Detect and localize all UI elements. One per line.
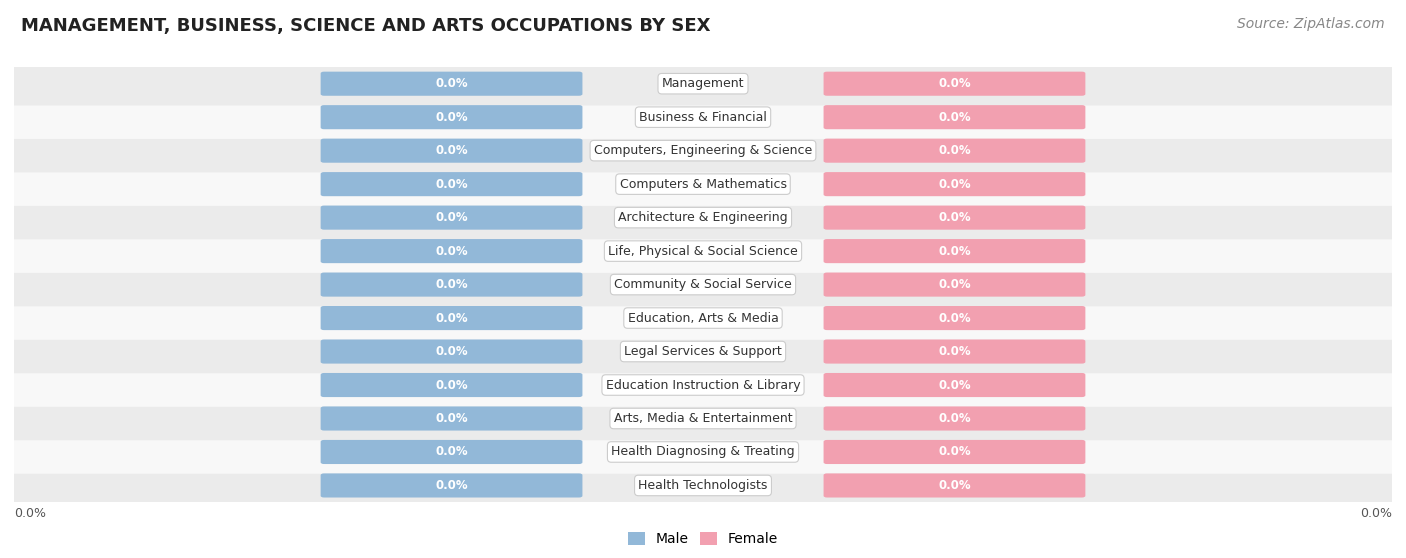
Text: Education Instruction & Library: Education Instruction & Library bbox=[606, 378, 800, 392]
FancyBboxPatch shape bbox=[321, 239, 582, 263]
Text: Computers & Mathematics: Computers & Mathematics bbox=[620, 177, 786, 191]
Text: 0.0%: 0.0% bbox=[436, 378, 468, 392]
FancyBboxPatch shape bbox=[4, 397, 1402, 440]
Text: Education, Arts & Media: Education, Arts & Media bbox=[627, 311, 779, 325]
Text: Life, Physical & Social Science: Life, Physical & Social Science bbox=[609, 244, 797, 258]
FancyBboxPatch shape bbox=[824, 272, 1085, 297]
FancyBboxPatch shape bbox=[321, 306, 582, 330]
Text: Computers, Engineering & Science: Computers, Engineering & Science bbox=[593, 144, 813, 157]
FancyBboxPatch shape bbox=[4, 430, 1402, 474]
Text: 0.0%: 0.0% bbox=[938, 445, 970, 459]
Text: 0.0%: 0.0% bbox=[938, 311, 970, 325]
Text: Health Technologists: Health Technologists bbox=[638, 479, 768, 492]
Text: 0.0%: 0.0% bbox=[436, 278, 468, 291]
FancyBboxPatch shape bbox=[824, 440, 1085, 464]
Text: 0.0%: 0.0% bbox=[938, 110, 970, 124]
FancyBboxPatch shape bbox=[824, 205, 1085, 230]
Text: 0.0%: 0.0% bbox=[436, 311, 468, 325]
Legend: Male, Female: Male, Female bbox=[623, 527, 783, 552]
Text: 0.0%: 0.0% bbox=[436, 77, 468, 90]
Text: 0.0%: 0.0% bbox=[1360, 507, 1392, 520]
FancyBboxPatch shape bbox=[824, 339, 1085, 364]
Text: 0.0%: 0.0% bbox=[938, 345, 970, 358]
FancyBboxPatch shape bbox=[824, 172, 1085, 196]
Text: Health Diagnosing & Treating: Health Diagnosing & Treating bbox=[612, 445, 794, 459]
Text: Source: ZipAtlas.com: Source: ZipAtlas.com bbox=[1237, 17, 1385, 31]
FancyBboxPatch shape bbox=[321, 339, 582, 364]
Text: 0.0%: 0.0% bbox=[436, 244, 468, 258]
Text: Community & Social Service: Community & Social Service bbox=[614, 278, 792, 291]
FancyBboxPatch shape bbox=[4, 95, 1402, 139]
Text: Arts, Media & Entertainment: Arts, Media & Entertainment bbox=[613, 412, 793, 425]
Text: 0.0%: 0.0% bbox=[938, 77, 970, 90]
FancyBboxPatch shape bbox=[824, 239, 1085, 263]
FancyBboxPatch shape bbox=[321, 473, 582, 498]
Text: 0.0%: 0.0% bbox=[436, 211, 468, 224]
FancyBboxPatch shape bbox=[4, 129, 1402, 172]
Text: 0.0%: 0.0% bbox=[938, 412, 970, 425]
FancyBboxPatch shape bbox=[824, 306, 1085, 330]
FancyBboxPatch shape bbox=[824, 138, 1085, 163]
Text: 0.0%: 0.0% bbox=[436, 412, 468, 425]
FancyBboxPatch shape bbox=[4, 196, 1402, 239]
Text: 0.0%: 0.0% bbox=[14, 507, 46, 520]
FancyBboxPatch shape bbox=[824, 71, 1085, 96]
FancyBboxPatch shape bbox=[321, 105, 582, 129]
Text: Architecture & Engineering: Architecture & Engineering bbox=[619, 211, 787, 224]
FancyBboxPatch shape bbox=[4, 296, 1402, 340]
Text: 0.0%: 0.0% bbox=[938, 479, 970, 492]
FancyBboxPatch shape bbox=[4, 363, 1402, 407]
Text: 0.0%: 0.0% bbox=[938, 244, 970, 258]
FancyBboxPatch shape bbox=[321, 373, 582, 397]
FancyBboxPatch shape bbox=[4, 162, 1402, 206]
Text: Business & Financial: Business & Financial bbox=[640, 110, 766, 124]
FancyBboxPatch shape bbox=[321, 272, 582, 297]
Text: Legal Services & Support: Legal Services & Support bbox=[624, 345, 782, 358]
Text: 0.0%: 0.0% bbox=[436, 144, 468, 157]
Text: 0.0%: 0.0% bbox=[938, 378, 970, 392]
Text: 0.0%: 0.0% bbox=[938, 278, 970, 291]
Text: MANAGEMENT, BUSINESS, SCIENCE AND ARTS OCCUPATIONS BY SEX: MANAGEMENT, BUSINESS, SCIENCE AND ARTS O… bbox=[21, 17, 710, 35]
FancyBboxPatch shape bbox=[4, 330, 1402, 373]
Text: 0.0%: 0.0% bbox=[436, 345, 468, 358]
Text: 0.0%: 0.0% bbox=[436, 177, 468, 191]
FancyBboxPatch shape bbox=[321, 71, 582, 96]
Text: 0.0%: 0.0% bbox=[938, 177, 970, 191]
Text: 0.0%: 0.0% bbox=[938, 211, 970, 224]
Text: 0.0%: 0.0% bbox=[436, 479, 468, 492]
FancyBboxPatch shape bbox=[4, 229, 1402, 273]
FancyBboxPatch shape bbox=[321, 138, 582, 163]
FancyBboxPatch shape bbox=[824, 373, 1085, 397]
FancyBboxPatch shape bbox=[824, 406, 1085, 431]
FancyBboxPatch shape bbox=[824, 105, 1085, 129]
FancyBboxPatch shape bbox=[4, 263, 1402, 306]
FancyBboxPatch shape bbox=[4, 464, 1402, 507]
FancyBboxPatch shape bbox=[4, 62, 1402, 105]
Text: 0.0%: 0.0% bbox=[436, 110, 468, 124]
FancyBboxPatch shape bbox=[824, 473, 1085, 498]
FancyBboxPatch shape bbox=[321, 172, 582, 196]
Text: 0.0%: 0.0% bbox=[938, 144, 970, 157]
Text: 0.0%: 0.0% bbox=[436, 445, 468, 459]
Text: Management: Management bbox=[662, 77, 744, 90]
FancyBboxPatch shape bbox=[321, 440, 582, 464]
FancyBboxPatch shape bbox=[321, 205, 582, 230]
FancyBboxPatch shape bbox=[321, 406, 582, 431]
